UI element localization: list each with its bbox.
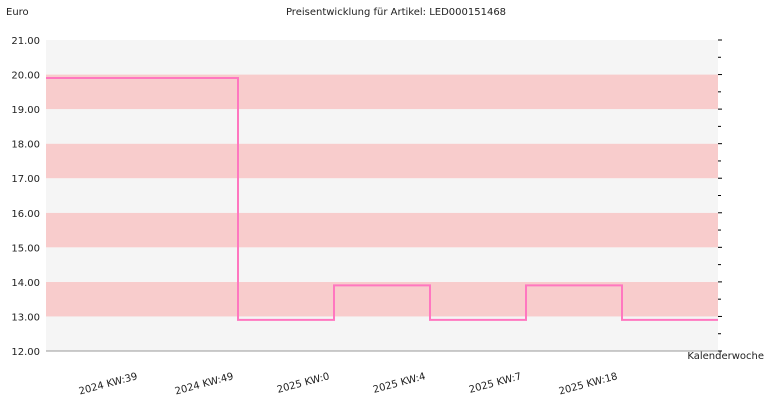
y-tick-label: 15.00 (11, 243, 40, 254)
grid-band (46, 281, 718, 317)
x-tick-label: 2025 KW:18 (558, 371, 619, 397)
y-tick-label: 21.00 (11, 36, 40, 47)
x-tick-label: 2024 KW:49 (174, 371, 235, 397)
grid-band (46, 109, 718, 144)
y-tick-label: 16.00 (11, 209, 40, 220)
x-tick-label: 2025 KW:0 (276, 371, 331, 396)
y-tick-label: 19.00 (11, 105, 40, 116)
x-axis-label: Kalenderwoche (687, 351, 764, 362)
grid-band (46, 40, 718, 75)
grid-band (46, 178, 718, 213)
x-tick-label: 2024 KW:39 (78, 371, 139, 397)
y-tick-label: 12.00 (11, 347, 40, 358)
grid-band (46, 74, 718, 110)
y-axis-label: Euro (6, 7, 29, 18)
y-tick-label: 17.00 (11, 174, 40, 185)
y-tick-label: 14.00 (11, 278, 40, 289)
price-line (46, 77, 718, 321)
y-tick-label: 13.00 (11, 312, 40, 323)
x-tick-label: 2025 KW:7 (468, 371, 523, 396)
y-tick-label: 18.00 (11, 140, 40, 151)
grid-band (46, 316, 718, 351)
x-tick-label: 2025 KW:4 (372, 371, 427, 396)
grid-band (46, 143, 718, 179)
chart-title: Preisentwicklung für Artikel: LED0001514… (286, 7, 506, 18)
grid-band (46, 212, 718, 248)
grid-band (46, 247, 718, 282)
y-tick-label: 20.00 (11, 71, 40, 82)
